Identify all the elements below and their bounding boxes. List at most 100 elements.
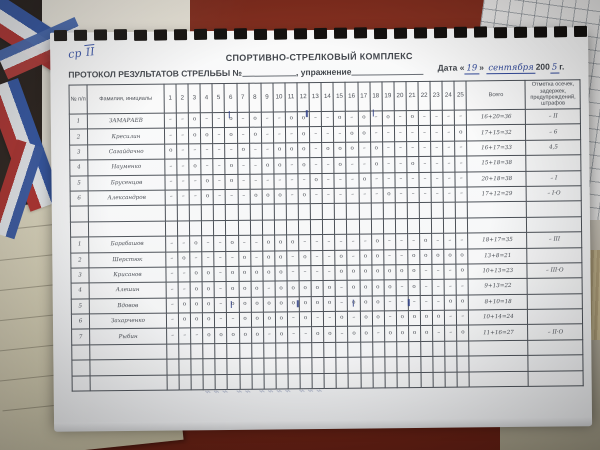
shot-cell[interactable]: o [287,281,300,297]
shot-cell[interactable]: – [273,127,286,143]
shot-cell[interactable]: o [250,266,263,282]
shot-cell[interactable] [262,204,275,220]
shot-cell[interactable]: – [455,171,468,188]
shot-cell[interactable]: – [444,325,457,342]
shot-cell[interactable] [263,358,276,374]
shot-cell[interactable]: o [359,311,373,327]
shot-cell[interactable]: o [201,174,214,190]
shot-cell[interactable]: o [297,142,310,158]
shot-cell[interactable]: o [383,280,397,296]
shot-cell[interactable]: o [297,127,310,143]
shot-cell[interactable]: o [298,188,311,205]
shot-cell[interactable]: – [323,265,336,281]
shot-cell[interactable]: – [237,189,250,205]
exercise-blank[interactable] [351,64,424,76]
shot-cell[interactable]: o [384,326,397,342]
shot-cell[interactable]: – [309,142,323,158]
shot-cell[interactable]: – [443,187,456,203]
shot-cell[interactable]: – [418,156,432,173]
shot-cell[interactable] [346,203,359,219]
shot-cell[interactable]: – [322,249,336,266]
shot-cell[interactable]: o [200,128,214,144]
shot-cell[interactable]: – [431,171,444,188]
shot-cell[interactable]: – [176,128,189,144]
shot-cell[interactable]: – [261,127,274,143]
shot-cell[interactable]: o [406,110,419,126]
shot-cell[interactable]: o [273,158,286,174]
shot-cell[interactable]: – [263,327,276,343]
shot-cell[interactable]: o [419,248,432,265]
shot-cell[interactable]: – [214,266,227,282]
shot-cell[interactable]: – [335,295,348,312]
shot-cell[interactable]: – [322,172,335,189]
shot-cell[interactable]: – [358,187,371,204]
shot-cell[interactable]: o [202,312,215,329]
shot-cell[interactable] [237,219,251,236]
shot-cell[interactable]: o [407,264,421,280]
shot-cell[interactable]: – [370,126,383,142]
shot-cell[interactable]: o [298,250,312,266]
shot-cell[interactable]: o [188,128,201,144]
shot-cell[interactable]: o [382,187,396,204]
shot-cell[interactable] [370,203,384,219]
shot-cell[interactable] [225,204,238,221]
shot-cell[interactable]: – [394,141,407,157]
shot-cell[interactable]: – [346,234,360,250]
shot-cell[interactable]: o [249,127,262,144]
shot-cell[interactable]: o [190,297,203,313]
shot-cell[interactable]: o [274,265,288,282]
shot-cell[interactable] [177,205,190,221]
shot-cell[interactable]: o [432,310,445,326]
shot-cell[interactable]: – [347,249,360,266]
shot-cell[interactable]: o [431,248,445,265]
shot-cell[interactable] [408,341,421,357]
shot-cell[interactable] [334,218,347,235]
shot-cell[interactable]: o [177,251,191,267]
shot-cell[interactable]: – [456,310,469,326]
shot-cell[interactable]: o [274,250,287,266]
shot-cell[interactable]: – [321,126,334,143]
shot-cell[interactable]: o [420,310,433,326]
shot-cell[interactable]: – [166,328,179,344]
shot-cell[interactable] [287,357,301,374]
shot-cell[interactable] [443,217,456,234]
shot-cell[interactable] [310,219,323,235]
shot-cell[interactable]: o [359,264,372,281]
shot-cell[interactable]: – [212,112,225,129]
shot-cell[interactable] [348,357,361,373]
shot-cell[interactable] [178,359,192,375]
shot-cell[interactable]: – [200,143,214,159]
shot-cell[interactable]: – [418,110,431,126]
shot-cell[interactable] [360,357,373,373]
shot-cell[interactable] [334,203,347,220]
shot-cell[interactable]: o [297,157,311,174]
shot-cell[interactable]: o [347,265,360,281]
shot-cell[interactable]: o [188,112,201,129]
shot-cell[interactable]: – [261,142,274,159]
shot-cell[interactable]: – [394,110,407,127]
shot-cell[interactable]: o [335,265,348,281]
shot-cell[interactable] [213,220,227,236]
shot-cell[interactable]: – [372,326,385,342]
shot-cell[interactable] [262,219,275,236]
shot-cell[interactable]: – [177,174,190,190]
shot-cell[interactable] [191,374,204,390]
shot-cell[interactable]: – [406,125,419,142]
shot-cell[interactable]: o [359,295,372,312]
shot-cell[interactable]: – [225,189,238,205]
shot-cell[interactable]: o [359,280,372,296]
shot-cell[interactable] [167,374,180,391]
shot-cell[interactable]: – [297,173,311,189]
shot-cell[interactable]: o [335,249,348,266]
shot-cell[interactable]: o [239,327,252,344]
shot-cell[interactable]: o [226,281,239,298]
shot-cell[interactable]: o [262,250,275,267]
shot-cell[interactable] [201,220,214,236]
shot-cell[interactable]: o [274,234,287,251]
shot-cell[interactable] [201,204,214,221]
shot-cell[interactable]: – [431,264,445,280]
shot-cell[interactable] [251,358,264,374]
shot-cell[interactable]: – [250,235,263,251]
shot-cell[interactable]: o [251,327,264,344]
shot-cell[interactable]: o [238,296,252,313]
